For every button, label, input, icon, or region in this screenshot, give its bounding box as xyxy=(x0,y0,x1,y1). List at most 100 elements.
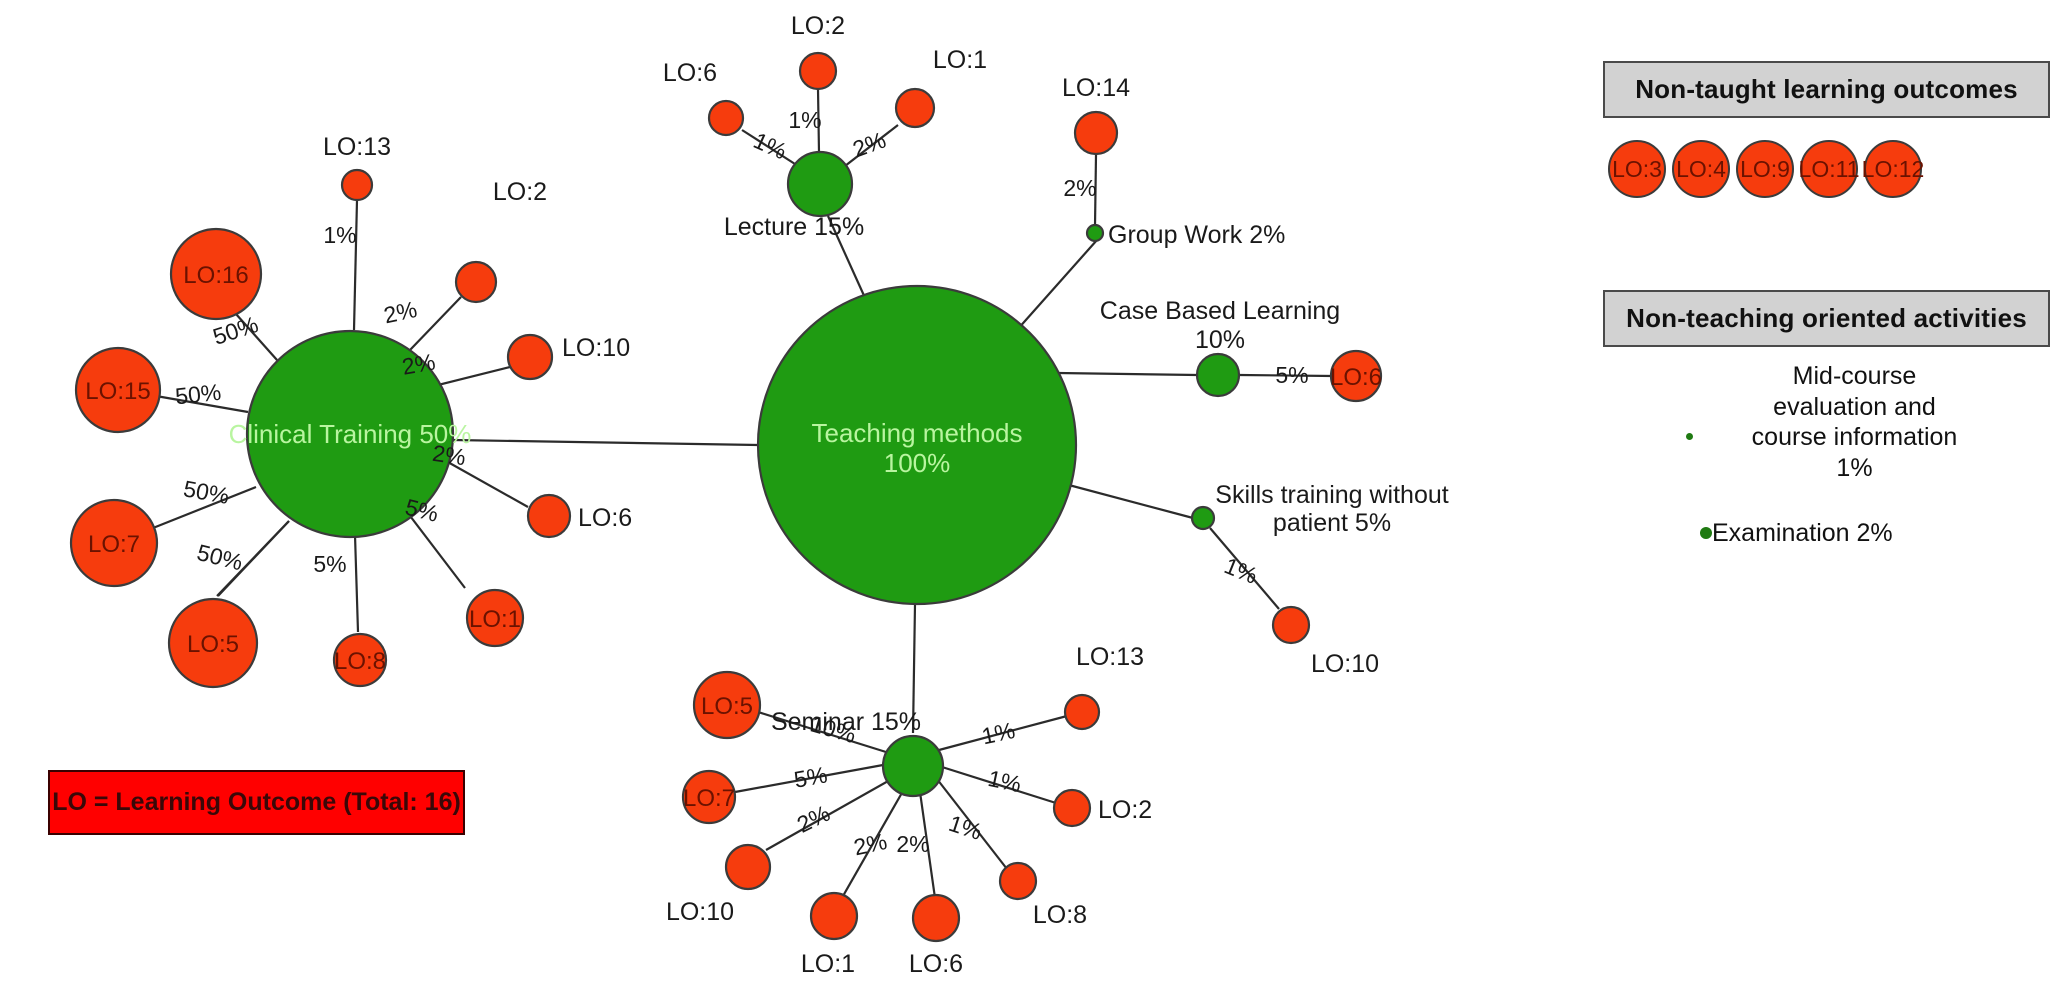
edge-label-seminar-lo1: 2% xyxy=(851,828,889,860)
node-lo2-lecture[interactable] xyxy=(798,51,838,91)
cluster-group-work: Group Work 2% LO:14 2% xyxy=(1062,74,1285,249)
node-lo6-clinical-label: LO:6 xyxy=(578,504,632,532)
edge-label-clinical-lo6: 2% xyxy=(431,440,468,470)
node-lo8-clinical-label: LO:8 xyxy=(334,648,386,675)
node-lo8-clinical[interactable] xyxy=(332,632,388,688)
edge-label-clinical-lo2: 2% xyxy=(381,296,419,328)
node-lo6-seminar[interactable] xyxy=(911,893,961,943)
node-lo1-lecture[interactable] xyxy=(894,87,936,129)
node-lo10-clinical[interactable] xyxy=(506,333,554,381)
edge-label-skills-lo10: 1% xyxy=(1221,552,1262,589)
node-clinical-training-label: Clinical Training 50% xyxy=(229,419,472,449)
node-lo8-seminar[interactable] xyxy=(998,861,1038,901)
chip-lo4[interactable]: LO:4 xyxy=(1672,140,1730,198)
activity-label-examination: Examination 2% xyxy=(1712,519,1893,547)
node-lo7-seminar[interactable] xyxy=(681,769,737,825)
cluster-clinical-training: Clinical Training 50% LO:16 LO:15 LO:7 L… xyxy=(69,133,632,689)
node-lecture-label: Lecture 15% xyxy=(724,213,864,241)
edge-seminar-lo5 xyxy=(757,710,887,754)
activity-item-mid-course-evaluation[interactable]: Mid-course evaluation and course informa… xyxy=(1686,361,2016,483)
node-lo5-clinical-label: LO:5 xyxy=(187,631,239,658)
edge-root-lecture xyxy=(826,215,868,301)
node-lo1-clinical[interactable] xyxy=(465,588,525,648)
edge-lecture-lo1 xyxy=(844,124,899,167)
node-lo7-clinical-label: LO:7 xyxy=(88,531,140,558)
node-lo1-lecture-label: LO:1 xyxy=(933,46,987,74)
node-lo10-seminar[interactable] xyxy=(724,843,772,891)
panel-non-taught-title: Non-taught learning outcomes xyxy=(1635,74,2018,104)
node-lo6-lecture[interactable] xyxy=(707,99,745,137)
panel-non-taught-learning-outcomes: Non-taught learning outcomes xyxy=(1603,61,2050,118)
edge-clinical-lo5b xyxy=(216,520,290,597)
node-lo13-clinical[interactable] xyxy=(340,168,374,202)
node-group-work-circle[interactable] xyxy=(1085,223,1105,243)
node-lo15-clinical[interactable] xyxy=(74,346,162,434)
node-skills-training-circle[interactable] xyxy=(1190,505,1216,531)
edge-group-work-lo14 xyxy=(1093,154,1098,227)
activity-item-examination[interactable]: Examination 2% xyxy=(1700,518,1893,549)
edges-root-to-methods xyxy=(452,215,1198,734)
legend-learning-outcome-text: LO = Learning Outcome (Total: 16) xyxy=(52,788,461,816)
edges-lecture xyxy=(741,88,899,167)
node-lo13-seminar[interactable] xyxy=(1063,693,1101,731)
chip-lo12[interactable]: LO:12 xyxy=(1861,140,1925,198)
node-group-work-label: Group Work 2% xyxy=(1108,221,1285,249)
node-lo2-clinical-label: LO:2 xyxy=(493,178,547,206)
edge-label-case-based-lo6: 5% xyxy=(1275,362,1308,388)
chip-lo11-label: LO:11 xyxy=(1798,155,1860,182)
node-case-based-label-line2: 10% xyxy=(1195,326,1245,354)
node-lo6-case-based-label: LO:6 xyxy=(1330,364,1382,391)
edge-label-clinical-lo7: 50% xyxy=(181,475,231,509)
node-lo6-case-based[interactable] xyxy=(1329,349,1383,403)
node-lo6-lecture-label: LO:6 xyxy=(663,59,717,87)
node-lo16-clinical[interactable] xyxy=(169,227,263,321)
edge-label-clinical-lo10: 2% xyxy=(400,348,437,379)
activity-mid-course-line2: evaluation and xyxy=(1773,392,1936,421)
node-lo10-skills[interactable] xyxy=(1271,605,1311,645)
node-clinical-training-circle[interactable] xyxy=(245,329,455,539)
edge-root-skills-training xyxy=(1049,478,1194,520)
node-lo8-seminar-label: LO:8 xyxy=(1033,901,1087,929)
chip-lo3[interactable]: LO:3 xyxy=(1608,140,1666,198)
edge-label-seminar-lo2: 1% xyxy=(986,765,1024,797)
edge-label-seminar-lo6: 2% xyxy=(896,831,929,857)
edge-clinical-lo8 xyxy=(353,534,360,633)
cluster-lecture: Lecture 15% LO:6 LO:2 LO:1 1% 1% 2% xyxy=(663,12,987,241)
edge-seminar-lo8 xyxy=(936,778,1008,870)
non-taught-outcome-chips: LO:3 LO:4 LO:9 LO:11 LO:12 xyxy=(1608,140,1928,198)
edge-root-case-based-learning xyxy=(1057,371,1198,377)
node-lo16-clinical-label: LO:16 xyxy=(183,262,248,289)
node-lo1-seminar[interactable] xyxy=(809,891,859,941)
chip-lo9[interactable]: LO:9 xyxy=(1736,140,1794,198)
node-case-based-label-line1: Case Based Learning xyxy=(1100,297,1340,325)
edge-seminar-lo10 xyxy=(765,779,891,851)
node-skills-label-line2: patient 5% xyxy=(1273,509,1391,537)
node-seminar-circle[interactable] xyxy=(881,734,945,798)
node-lo5-seminar-label: LO:5 xyxy=(701,693,753,720)
node-teaching-methods[interactable]: Teaching methods 100% xyxy=(756,284,1078,606)
edge-skills-lo10 xyxy=(1209,527,1280,610)
edge-label-lecture-lo2: 1% xyxy=(788,107,821,133)
edge-clinical-lo2 xyxy=(409,296,462,351)
activity-label-mid-course: Mid-course evaluation and course informa… xyxy=(1693,361,2016,483)
node-lecture-circle[interactable] xyxy=(786,150,854,218)
chip-lo9-label: LO:9 xyxy=(1740,155,1790,182)
node-lo5-seminar[interactable] xyxy=(692,670,762,740)
node-lo5-clinical[interactable] xyxy=(167,597,259,689)
chip-lo11[interactable]: LO:11 xyxy=(1798,140,1860,198)
edge-root-clinical-training xyxy=(452,438,759,447)
node-teaching-methods-circle[interactable] xyxy=(756,284,1078,606)
edge-clinical-lo10 xyxy=(429,365,511,389)
chip-lo12-label: LO:12 xyxy=(1861,155,1925,182)
edge-label-clinical-lo8: 5% xyxy=(313,551,346,577)
node-lo15-clinical-label: LO:15 xyxy=(85,378,150,405)
node-lo2-seminar[interactable] xyxy=(1052,788,1092,828)
edge-label-seminar-lo8: 1% xyxy=(946,810,986,845)
node-lo2-clinical[interactable] xyxy=(454,260,498,304)
node-lo7-clinical[interactable] xyxy=(69,498,159,588)
edge-seminar-lo13 xyxy=(938,714,1068,752)
node-lo6-clinical[interactable] xyxy=(526,493,572,539)
node-lo14-group-work[interactable] xyxy=(1073,110,1119,156)
node-case-based-learning-circle[interactable] xyxy=(1195,352,1241,398)
